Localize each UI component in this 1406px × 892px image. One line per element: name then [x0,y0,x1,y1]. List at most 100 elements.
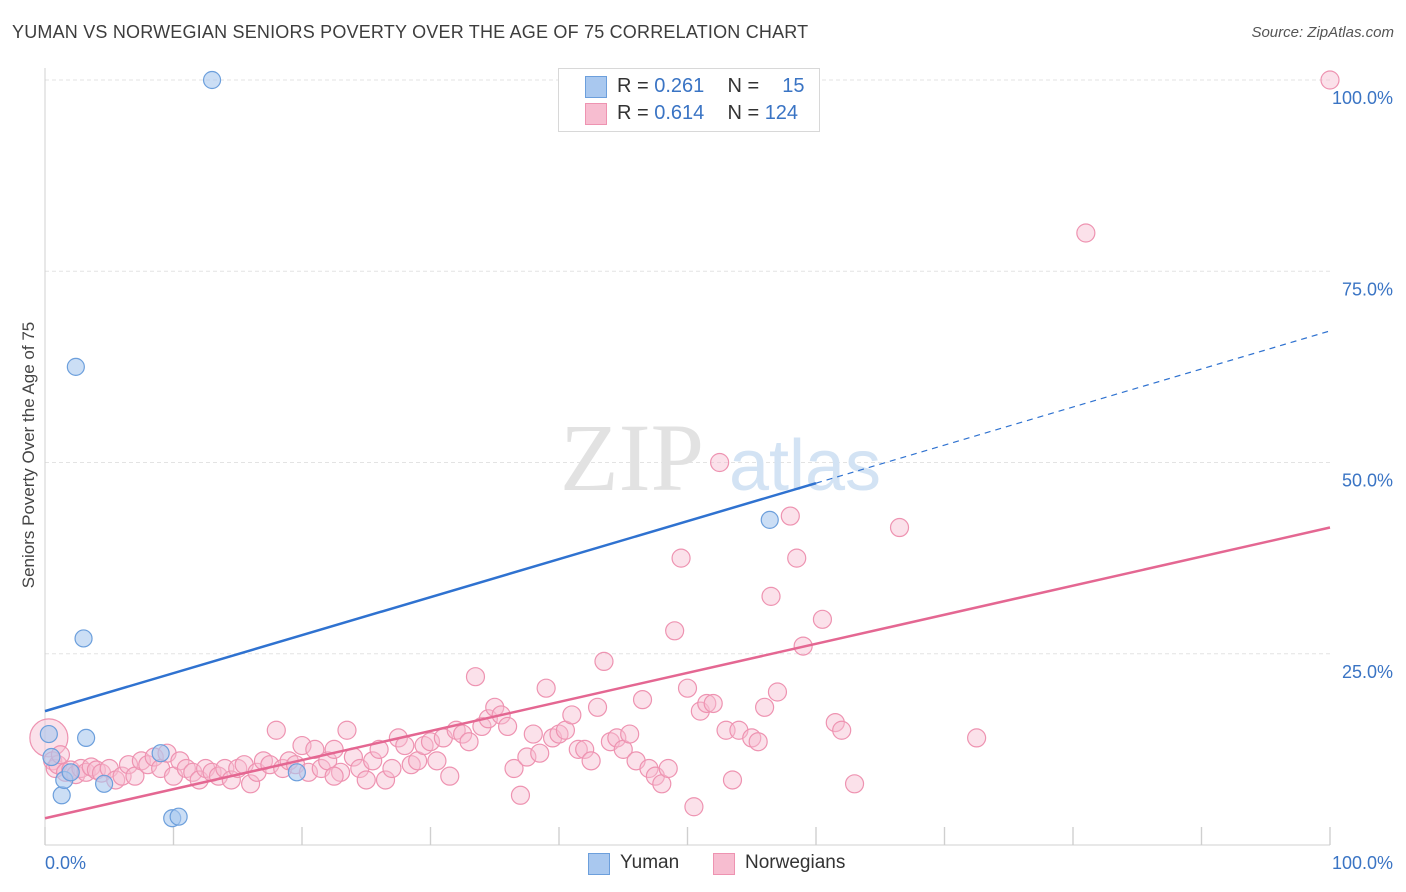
norwegians-point [787,548,807,568]
legend-swatch-yuman [585,76,607,98]
watermark-atlas: atlas [729,426,881,506]
yuman-point [151,744,170,763]
yuman-point [74,629,93,648]
norwegians-point [1320,70,1340,90]
norwegians-point [671,548,691,568]
norwegians-point [382,758,402,779]
norwegians-point [498,716,518,737]
yuman-point [169,807,188,826]
norwegians-point [761,586,781,606]
norwegians-point [825,712,845,733]
grid-lines [45,79,1330,655]
trend-lines [44,330,1331,820]
norwegians-point [266,720,286,740]
norwegians-point [703,693,723,714]
x-tick-label: 0.0% [45,853,86,873]
y-tick-label: 25.0% [1342,662,1393,682]
legend-r-value-yuman: 0.261 [654,74,705,97]
bottom-legend-yuman: Yuman [588,850,698,878]
yuman-points [39,70,779,828]
norwegians-point [767,682,788,702]
norwegians-point [292,735,312,756]
norwegians-point [568,739,588,759]
yuman-point [42,747,61,767]
axes [44,68,1331,846]
norwegians-point [677,678,698,698]
yuman-point [287,763,306,782]
norwegians-point [594,651,614,672]
norwegians-point [118,755,139,775]
norwegians-point [632,690,653,710]
watermark: ZIP atlas [560,404,881,511]
yuman-point [52,786,71,805]
yuman-point [66,357,85,376]
norwegians-point [889,517,910,538]
bottom-label-norwegians: Norwegians [745,852,846,873]
legend-r-label: R = [617,74,649,97]
y-tick-label: 100.0% [1332,88,1393,108]
legend-n-value-yuman: 15 [782,74,805,97]
correlation-legend: R = 0.261 N = 15 R = 0.614 N = 124 [558,68,820,132]
source-credit: Source: ZipAtlas.com [1251,24,1394,41]
norwegians-point [658,758,678,779]
norwegians-point [748,732,768,752]
norwegians-point [536,678,556,698]
norwegians-point [967,728,987,748]
norwegians-point [587,697,608,717]
norwegians-point [427,751,447,771]
norwegians-point [844,774,865,794]
norwegians-point [356,770,376,790]
norwegians-point [575,739,595,759]
legend-n-label: N = [727,74,760,97]
norwegians-point [363,751,383,771]
norwegians-point [832,720,852,740]
y-tick-label: 75.0% [1342,279,1393,299]
norwegians-point [375,770,396,790]
norwegians-point [510,785,531,805]
norwegians-point [440,766,460,786]
norwegians-point [337,720,357,740]
norwegians-point [530,743,550,763]
norwegians-point [754,697,775,717]
yuman-point [760,510,779,529]
norwegians-point [517,747,537,767]
norwegians-point [465,667,486,687]
norwegians-point [324,766,344,786]
yuman-trend-extension [815,330,1331,484]
yuman-point [202,70,222,90]
norwegians-point [1076,223,1096,243]
norwegians-point [324,739,344,759]
norwegians-point [241,774,261,794]
norwegians-point [504,758,524,779]
norwegians-point [581,751,601,771]
bottom-legend-norwegians: Norwegians [713,850,873,878]
norwegians-point [639,758,659,779]
norwegians-point [472,716,492,737]
norwegians-point [812,609,833,629]
norwegians-point [562,705,582,725]
norwegians-point [420,732,441,752]
norwegians-point [170,751,190,771]
norwegians-point [523,724,543,744]
yuman-point [61,763,80,782]
norwegians-point [722,770,743,790]
norwegians-point [697,693,717,714]
norwegians-point [183,762,203,782]
chart-title: YUMAN VS NORWEGIAN SENIORS POVERTY OVER … [12,22,809,42]
norwegians-point [138,755,158,775]
yuman-point [77,728,96,748]
legend-n-value-norwegians: 124 [764,101,799,124]
norwegians-point [453,724,473,744]
norwegians-point [665,621,685,641]
tick-labels: 25.0% 50.0% 75.0% 100.0% 0.0% 100.0% [45,88,1393,873]
y-tick-label: 50.0% [1342,471,1393,491]
legend-swatch-norwegians [585,103,607,125]
norwegians-point [459,732,479,752]
legend-n-label: N = [727,101,760,124]
norwegians-point [607,728,627,748]
norwegians-point [780,506,800,526]
norwegians-trend-line [44,526,1331,820]
norwegians-point [710,452,730,473]
bottom-swatch-yuman [588,853,610,875]
